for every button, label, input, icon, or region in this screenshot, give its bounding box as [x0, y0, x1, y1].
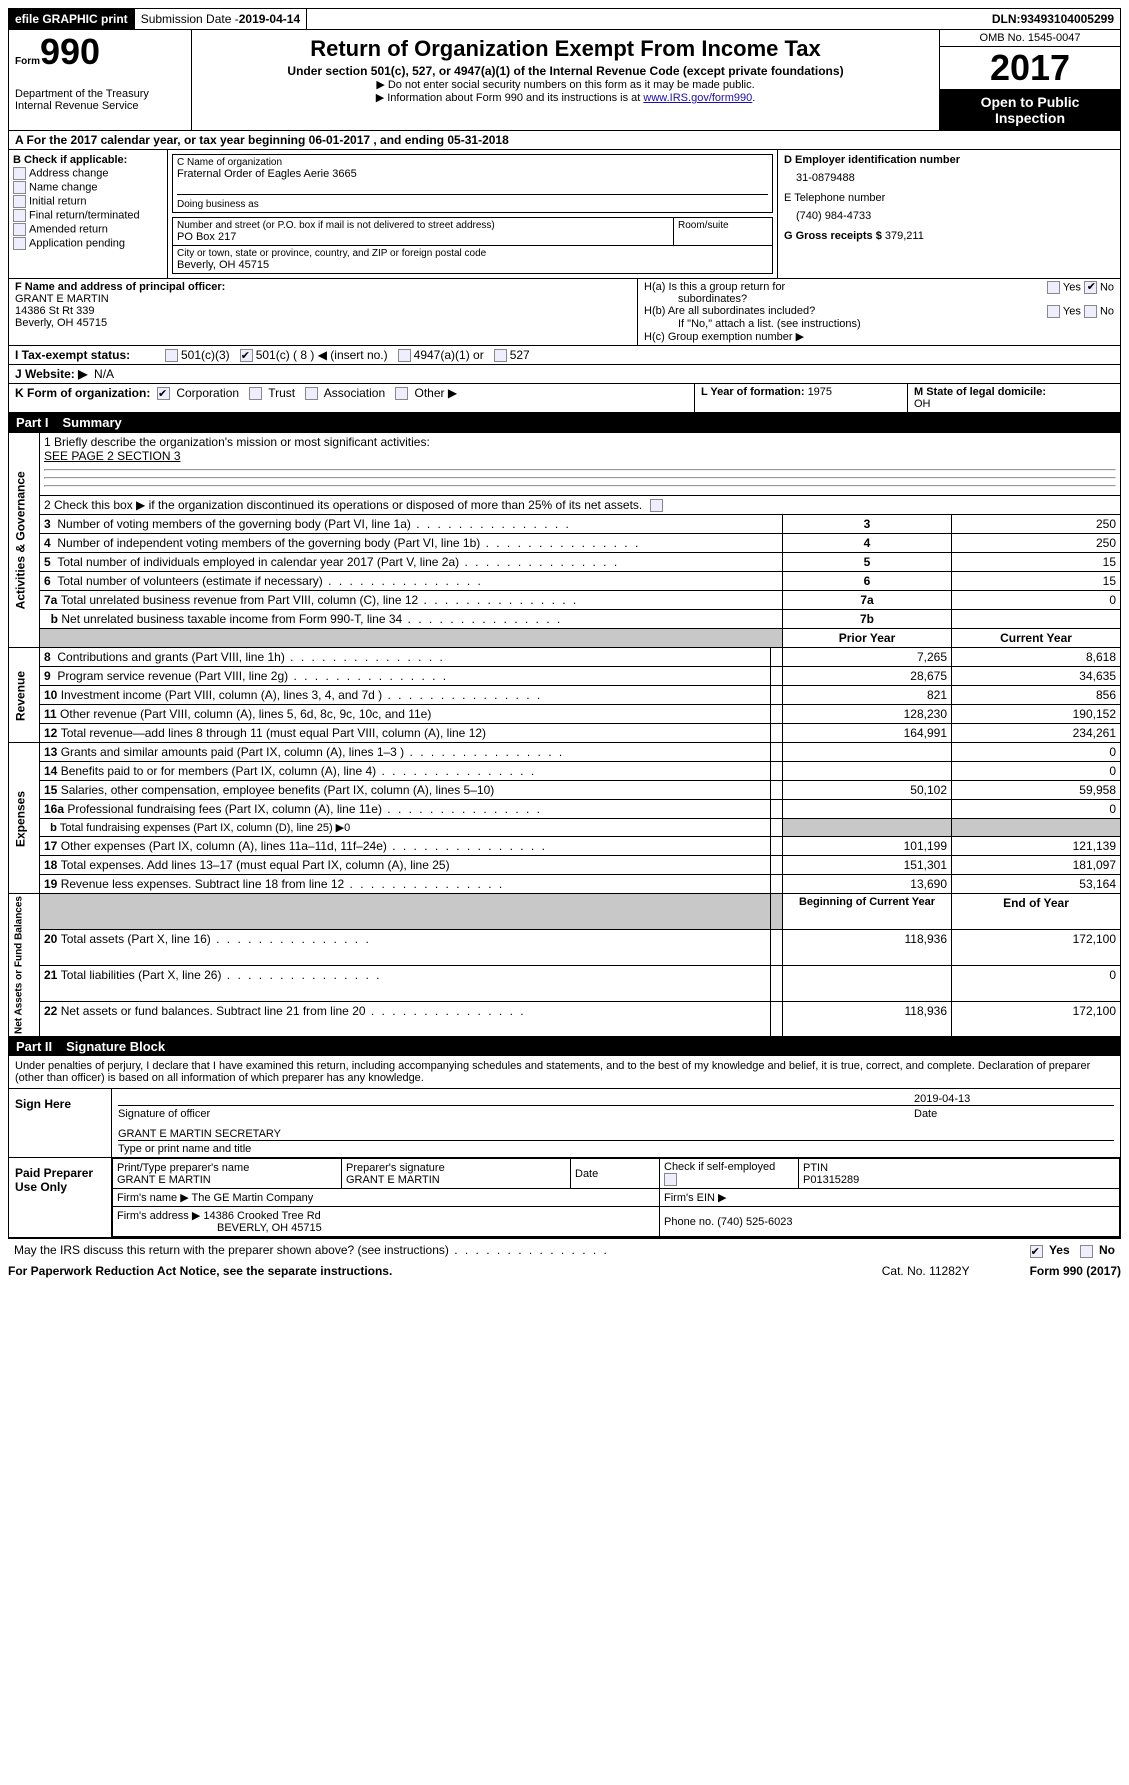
signature-block: Under penalties of perjury, I declare th… [8, 1056, 1121, 1238]
gov-row-6: 6 Total number of volunteers (estimate i… [9, 572, 1121, 591]
col-l: L Year of formation: 1975 [694, 384, 907, 412]
cb-hb-yes[interactable] [1047, 305, 1060, 318]
mission: SEE PAGE 2 SECTION 3 [44, 449, 1116, 463]
irs-link[interactable]: www.IRS.gov/form990 [643, 92, 752, 104]
vlabel-net: Net Assets or Fund Balances [9, 894, 40, 1037]
dln: DLN: 93493104005299 [986, 9, 1120, 29]
col-c: C Name of organization Fraternal Order o… [168, 150, 778, 278]
cb-trust[interactable] [249, 387, 262, 400]
phone: (740) 984-4733 [796, 210, 871, 222]
cb-discontinued[interactable] [650, 499, 663, 512]
form-header: Form990 Department of the Treasury Inter… [8, 30, 1121, 131]
cb-501c[interactable] [240, 349, 253, 362]
org-name: Fraternal Order of Eagles Aerie 3665 [177, 168, 768, 180]
cb-assoc[interactable] [305, 387, 318, 400]
col-h: H(a) Is this a group return for subordin… [638, 279, 1120, 345]
street: PO Box 217 [177, 231, 669, 243]
part2-header: Part II Signature Block [8, 1037, 1121, 1056]
efile-label: efile GRAPHIC print [9, 9, 135, 29]
dept: Department of the Treasury Internal Reve… [15, 88, 185, 112]
cb-amended[interactable]: Amended return [13, 223, 163, 236]
header-mid: Return of Organization Exempt From Incom… [192, 30, 939, 130]
col-m: M State of legal domicile:OH [907, 384, 1120, 412]
vlabel-rev: Revenue [9, 648, 40, 743]
cb-discuss-yes[interactable] [1030, 1245, 1043, 1258]
row-a: A For the 2017 calendar year, or tax yea… [8, 131, 1121, 150]
submission-date: Submission Date - 2019-04-14 [135, 9, 307, 29]
gov-row-7b: b Net unrelated business taxable income … [9, 610, 1121, 629]
paid-preparer-table: Print/Type preparer's nameGRANT E MARTIN… [112, 1158, 1120, 1237]
gov-row-5: 5 Total number of individuals employed i… [9, 553, 1121, 572]
cb-name-change[interactable]: Name change [13, 181, 163, 194]
line-i: I Tax-exempt status: 501(c)(3) 501(c) ( … [8, 346, 1121, 365]
top-bar: efile GRAPHIC print Submission Date - 20… [8, 8, 1121, 30]
ein: 31-0879488 [796, 172, 855, 184]
cb-initial-return[interactable]: Initial return [13, 195, 163, 208]
gov-row-3: 3 Number of voting members of the govern… [9, 515, 1121, 534]
col-b: B Check if applicable: Address change Na… [9, 150, 168, 278]
cb-ha-no[interactable] [1084, 281, 1097, 294]
footer: For Paperwork Reduction Act Notice, see … [8, 1262, 1121, 1280]
discuss-line: May the IRS discuss this return with the… [8, 1238, 1121, 1261]
cb-address-change[interactable]: Address change [13, 167, 163, 180]
col-f: F Name and address of principal officer:… [9, 279, 638, 345]
cb-527[interactable] [494, 349, 507, 362]
cb-corp[interactable] [157, 387, 170, 400]
line-j: J Website: ▶ N/A [8, 365, 1121, 384]
form-title: Return of Organization Exempt From Incom… [200, 36, 931, 62]
cb-501c3[interactable] [165, 349, 178, 362]
gross-receipts: 379,211 [885, 230, 924, 242]
cb-final-return[interactable]: Final return/terminated [13, 209, 163, 222]
header-right: OMB No. 1545-0047 2017 Open to Public In… [939, 30, 1120, 130]
vlabel-exp: Expenses [9, 743, 40, 894]
cb-4947[interactable] [398, 349, 411, 362]
cb-other[interactable] [395, 387, 408, 400]
cb-self-employed[interactable] [664, 1173, 677, 1186]
header-left: Form990 Department of the Treasury Inter… [9, 30, 192, 130]
col-deg: D Employer identification number 31-0879… [778, 150, 1120, 278]
gov-row-7a: 7a Total unrelated business revenue from… [9, 591, 1121, 610]
gov-row-4: 4 Number of independent voting members o… [9, 534, 1121, 553]
cb-ha-yes[interactable] [1047, 281, 1060, 294]
vlabel-gov: Activities & Governance [9, 433, 40, 648]
col-k: K Form of organization: Corporation Trus… [9, 384, 694, 412]
section-f-h: F Name and address of principal officer:… [8, 279, 1121, 346]
section-b-to-g: B Check if applicable: Address change Na… [8, 150, 1121, 279]
part1-header: Part I Summary [8, 413, 1121, 432]
city: Beverly, OH 45715 [177, 259, 768, 271]
cb-discuss-no[interactable] [1080, 1245, 1093, 1258]
summary-table: Activities & Governance 1 Briefly descri… [8, 432, 1121, 1037]
line-klm: K Form of organization: Corporation Trus… [8, 384, 1121, 413]
cb-app-pending[interactable]: Application pending [13, 237, 163, 250]
cb-hb-no[interactable] [1084, 305, 1097, 318]
